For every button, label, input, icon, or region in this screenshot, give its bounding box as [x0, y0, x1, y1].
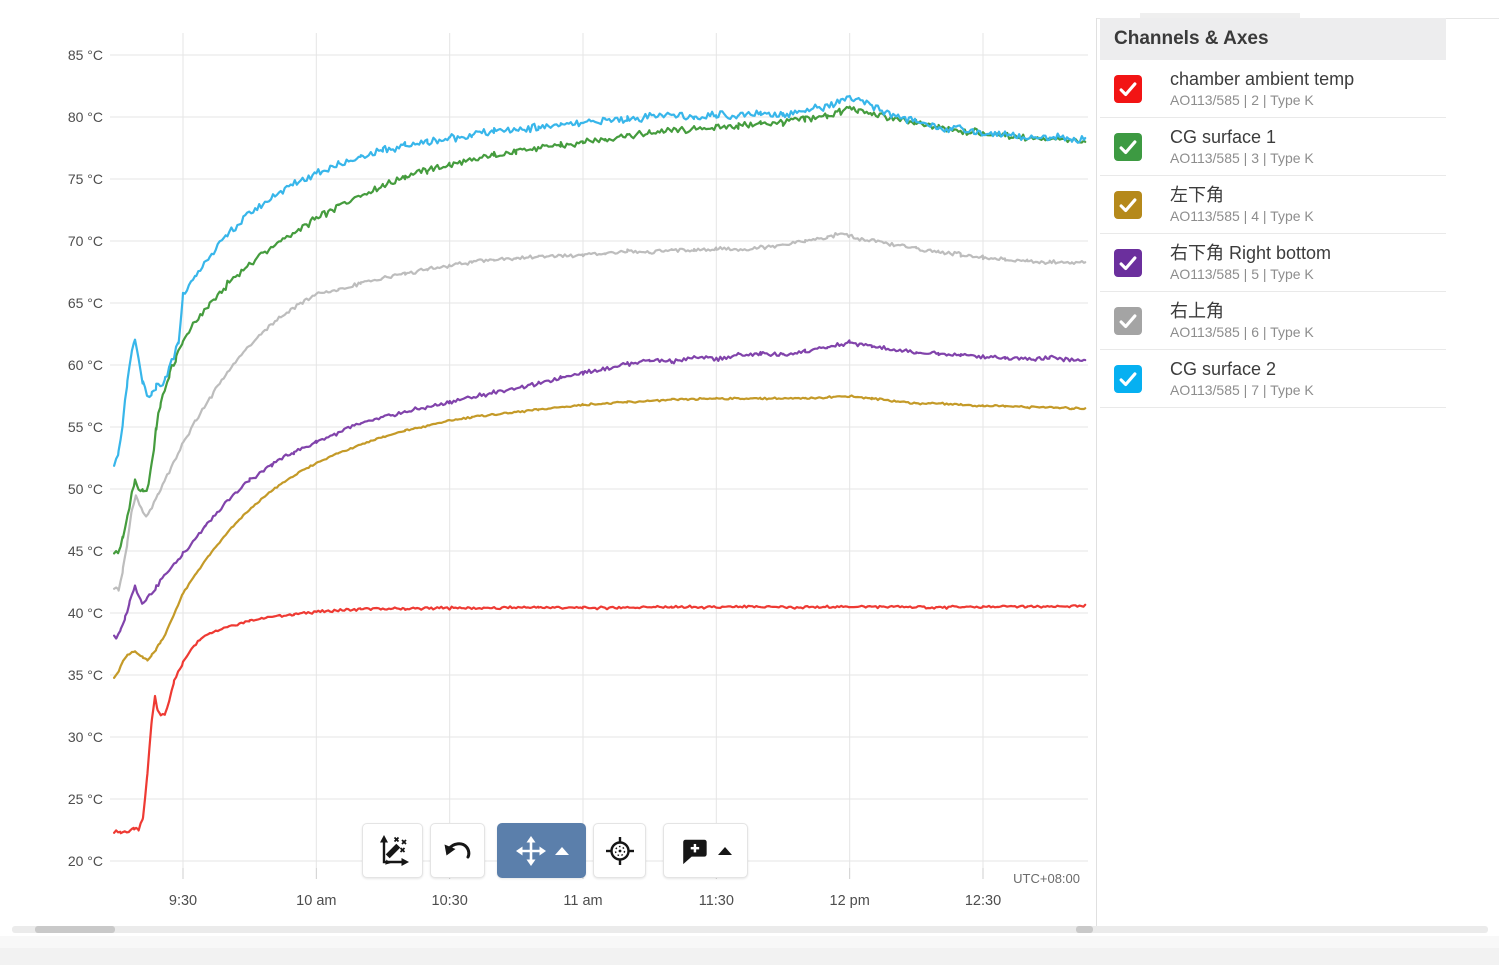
- add-annotation-button[interactable]: [663, 823, 748, 878]
- x-axis-tick-label: 10:30: [432, 893, 468, 909]
- y-axis-tick-label: 20 °C: [68, 853, 103, 869]
- y-axis-tick-label: 55 °C: [68, 419, 103, 435]
- pan-button[interactable]: [497, 823, 586, 878]
- x-axis-labels: 9:30 10 am 10:30 11 am 11:30 12 pm 12:30: [169, 893, 1001, 909]
- x-axis-tick-label: 11 am: [563, 893, 602, 909]
- checkmark-icon: [1119, 197, 1137, 212]
- horizontal-scrollbar[interactable]: [12, 926, 1488, 933]
- annotation-dropdown-caret-icon[interactable]: [718, 846, 732, 855]
- y-axis-tick-label: 80 °C: [68, 109, 103, 125]
- channel-row: 右下角 Right bottom AO113/585 | 5 | Type K: [1100, 234, 1446, 292]
- undo-arrow-icon: [444, 841, 470, 858]
- comment-plus-icon: [683, 839, 707, 864]
- crosshair-button[interactable]: [593, 823, 646, 878]
- channel-name: CG surface 1: [1170, 127, 1277, 148]
- chart-panel: 85 °C 80 °C 75 °C 70 °C 65 °C 60 °C 55 °C 50 °C…: [0, 0, 1096, 935]
- channel-row: CG surface 1 AO113/585 | 3 | Type K: [1100, 118, 1446, 176]
- y-axis-tick-label: 30 °C: [68, 729, 103, 745]
- channel-name: CG surface 2: [1170, 359, 1277, 380]
- channel-checkbox[interactable]: [1114, 248, 1142, 277]
- channels-axes-panel: Channels & Axes chamber ambient temp AO11…: [1100, 18, 1446, 408]
- edit-axes-button[interactable]: [362, 823, 423, 878]
- channel-checkbox[interactable]: [1114, 132, 1142, 161]
- checkmark-icon: [1119, 255, 1137, 270]
- channel-detail: AO113/585 | 3 | Type K: [1170, 149, 1314, 166]
- pan-dropdown-caret-icon[interactable]: [554, 846, 569, 855]
- y-axis-tick-label: 65 °C: [68, 295, 103, 311]
- scrollbar-thumb[interactable]: [35, 926, 115, 933]
- series-line-3: [112, 105, 1087, 555]
- utc-offset-label: UTC+08:00: [1013, 871, 1080, 886]
- scrollbar-thumb[interactable]: [1076, 926, 1093, 933]
- move-arrows-icon: [515, 835, 546, 866]
- x-axis-tick-label: 9:30: [169, 893, 197, 909]
- channel-list: chamber ambient temp AO113/585 | 2 | Type…: [1100, 60, 1446, 408]
- y-axis-labels: 85 °C 80 °C 75 °C 70 °C 65 °C 60 °C 55 °C 50 °C…: [68, 47, 103, 869]
- y-axis-tick-label: 25 °C: [68, 791, 103, 807]
- channel-checkbox[interactable]: [1114, 306, 1142, 335]
- y-axis-tick-label: 75 °C: [68, 171, 103, 187]
- channel-checkbox[interactable]: [1114, 74, 1142, 103]
- undo-button[interactable]: [430, 823, 485, 878]
- channel-name: 左下角: [1170, 185, 1224, 206]
- chart-canvas[interactable]: 85 °C 80 °C 75 °C 70 °C 65 °C 60 °C 55 °C 50 °C…: [0, 0, 1096, 935]
- series-line-6: [112, 232, 1087, 592]
- channel-detail: AO113/585 | 4 | Type K: [1170, 207, 1314, 224]
- chart-toolbar: [362, 823, 748, 878]
- y-axis-tick-label: 40 °C: [68, 605, 103, 621]
- panel-title: Channels & Axes: [1100, 18, 1446, 60]
- channel-detail: AO113/585 | 5 | Type K: [1170, 265, 1314, 282]
- channel-row: chamber ambient temp AO113/585 | 2 | Type…: [1100, 60, 1446, 118]
- checkmark-icon: [1119, 139, 1137, 154]
- axes-pencil-icon: [379, 834, 409, 866]
- channel-checkbox[interactable]: [1114, 364, 1142, 393]
- x-axis-tick-label: 12:30: [965, 893, 1001, 909]
- channel-name: 右下角 Right bottom: [1170, 243, 1332, 264]
- channel-detail: AO113/585 | 7 | Type K: [1170, 381, 1314, 398]
- panel-divider: [1096, 18, 1097, 930]
- channel-row: CG surface 2 AO113/585 | 7 | Type K: [1100, 350, 1446, 408]
- checkmark-icon: [1119, 371, 1137, 386]
- channel-checkbox[interactable]: [1114, 190, 1142, 219]
- checkmark-icon: [1119, 313, 1137, 328]
- x-axis-tick-label: 12 pm: [830, 893, 870, 909]
- gridlines: [110, 33, 1088, 868]
- crosshair-icon: [605, 836, 634, 865]
- channel-name: chamber ambient temp: [1170, 69, 1355, 90]
- y-axis-tick-label: 60 °C: [68, 357, 103, 373]
- x-axis-tick-label: 10 am: [296, 893, 336, 909]
- channel-row: 左下角 AO113/585 | 4 | Type K: [1100, 176, 1446, 234]
- checkmark-icon: [1119, 81, 1137, 96]
- channel-detail: AO113/585 | 6 | Type K: [1170, 323, 1314, 340]
- series-line-5: [112, 339, 1087, 640]
- tab-strip-fragment: [1140, 13, 1300, 19]
- x-axis-tick-label: 11:30: [699, 893, 734, 909]
- y-axis-tick-label: 45 °C: [68, 543, 103, 559]
- channel-row: 右上角 AO113/585 | 6 | Type K: [1100, 292, 1446, 350]
- series-line-2: [112, 603, 1087, 835]
- series-line-4: [112, 394, 1087, 679]
- channel-name: 右上角: [1170, 301, 1224, 322]
- y-axis-tick-label: 85 °C: [68, 47, 103, 63]
- y-axis-tick-label: 70 °C: [68, 233, 103, 249]
- footer-strip: [0, 948, 1499, 965]
- channel-detail: AO113/585 | 2 | Type K: [1170, 91, 1314, 108]
- series-lines: [112, 94, 1087, 835]
- y-axis-tick-label: 50 °C: [68, 481, 103, 497]
- y-axis-tick-label: 35 °C: [68, 667, 103, 683]
- series-line-7: [112, 94, 1087, 467]
